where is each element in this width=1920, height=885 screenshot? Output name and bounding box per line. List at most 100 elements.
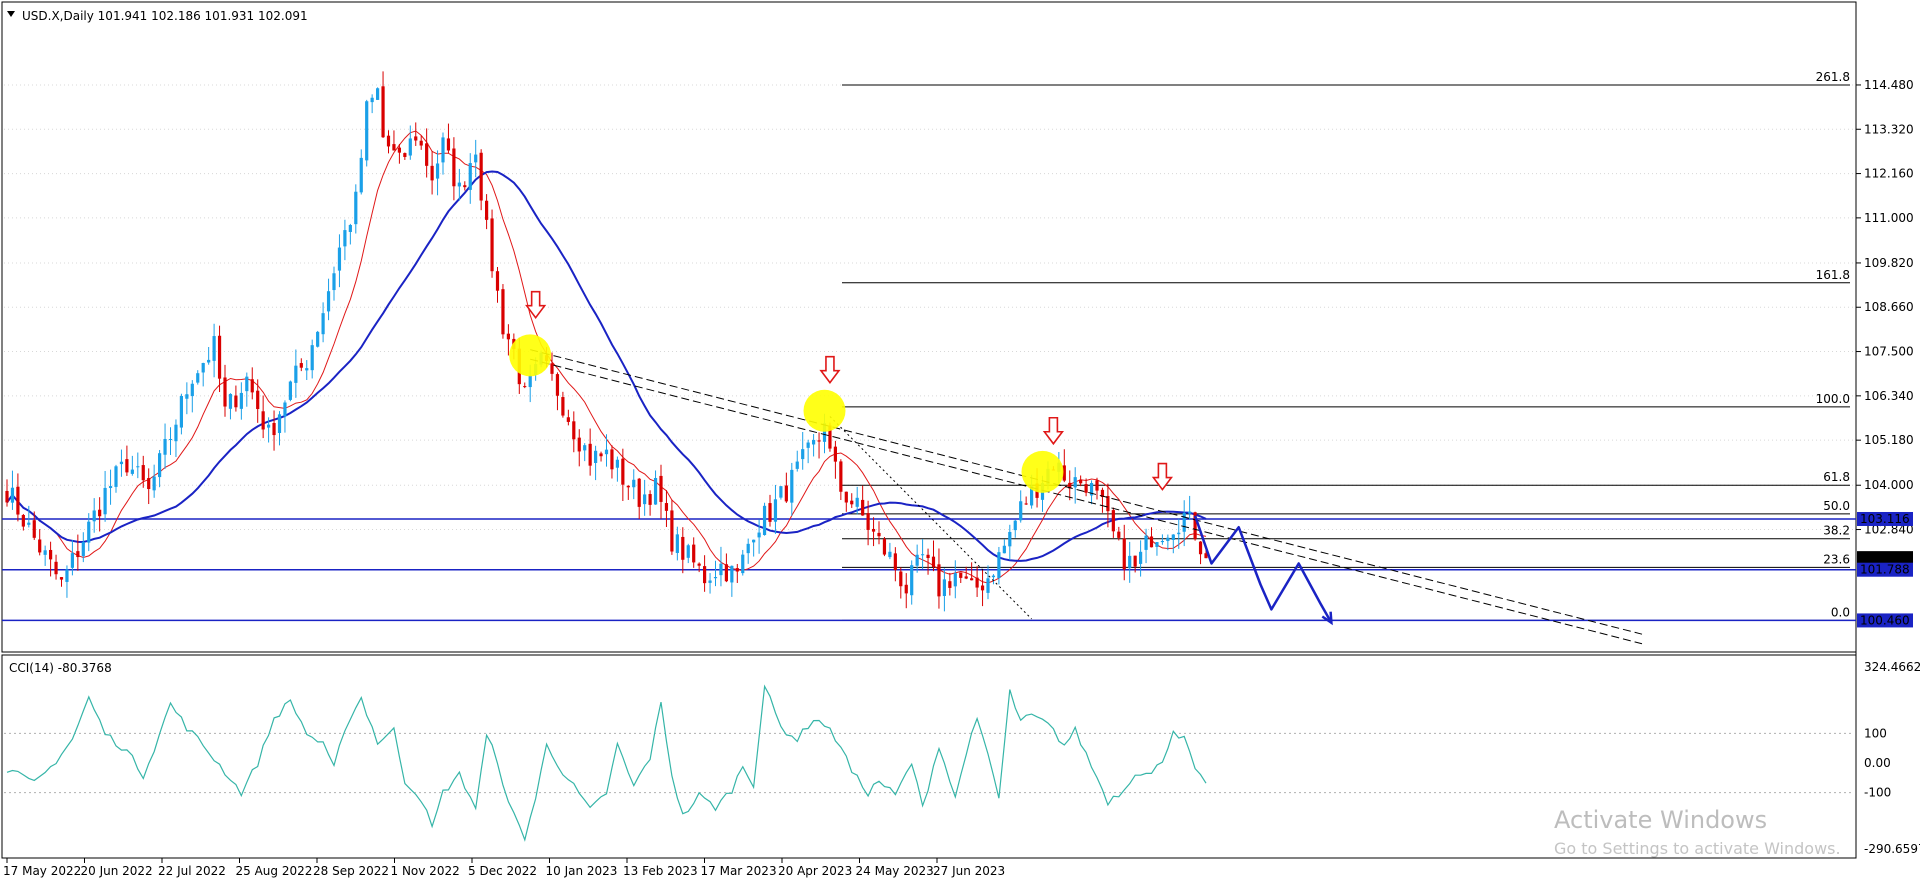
candle-body[interactable]: [239, 392, 243, 409]
candle-body[interactable]: [550, 363, 554, 374]
candle-body[interactable]: [610, 449, 614, 470]
candle-body[interactable]: [457, 182, 461, 187]
candle-body[interactable]: [953, 573, 957, 587]
candle-body[interactable]: [103, 487, 107, 515]
candle-body[interactable]: [583, 445, 587, 451]
candle-body[interactable]: [506, 333, 510, 340]
candle-body[interactable]: [833, 446, 837, 462]
candle-body[interactable]: [752, 539, 756, 543]
candle-body[interactable]: [49, 549, 53, 560]
candle-body[interactable]: [1084, 484, 1088, 493]
candle-body[interactable]: [207, 359, 211, 363]
candle-body[interactable]: [1177, 532, 1181, 535]
candle-body[interactable]: [305, 368, 309, 371]
candle-body[interactable]: [1013, 520, 1017, 531]
candle-body[interactable]: [479, 152, 483, 201]
candle-body[interactable]: [1149, 536, 1154, 548]
candle-body[interactable]: [348, 225, 352, 232]
candle-body[interactable]: [991, 575, 996, 578]
candle-body[interactable]: [190, 383, 194, 397]
candle-body[interactable]: [65, 569, 69, 582]
candle-body[interactable]: [288, 381, 292, 400]
candle-body[interactable]: [871, 528, 876, 532]
candle-body[interactable]: [964, 576, 968, 579]
candle-body[interactable]: [937, 564, 941, 597]
candle-body[interactable]: [386, 135, 391, 147]
candle-body[interactable]: [801, 449, 805, 460]
candle-body[interactable]: [604, 449, 609, 455]
candle-body[interactable]: [446, 138, 451, 151]
candle-body[interactable]: [43, 550, 47, 555]
candle-body[interactable]: [1139, 551, 1143, 564]
candle-body[interactable]: [768, 503, 772, 522]
candle-body[interactable]: [174, 424, 178, 442]
candle-body[interactable]: [152, 476, 156, 491]
candle-body[interactable]: [795, 461, 799, 469]
candle-body[interactable]: [1155, 542, 1159, 547]
candle-body[interactable]: [741, 554, 745, 574]
candle-body[interactable]: [621, 458, 625, 485]
candle-body[interactable]: [277, 414, 282, 434]
candle-body[interactable]: [92, 510, 96, 522]
candle-body[interactable]: [980, 585, 985, 591]
candle-body[interactable]: [114, 466, 118, 487]
candle-body[interactable]: [98, 509, 102, 517]
candle-body[interactable]: [1182, 512, 1186, 532]
candle-body[interactable]: [566, 417, 570, 422]
candle-body[interactable]: [555, 374, 560, 396]
candle-body[interactable]: [326, 291, 331, 312]
candle-body[interactable]: [267, 424, 271, 428]
candle-body[interactable]: [997, 552, 1001, 579]
candle-body[interactable]: [523, 386, 527, 388]
candle-body[interactable]: [228, 393, 233, 409]
candle-body[interactable]: [866, 513, 870, 530]
candle-body[interactable]: [474, 154, 478, 163]
candle-body[interactable]: [414, 136, 418, 141]
candle-body[interactable]: [719, 563, 723, 576]
cci-line[interactable]: [6, 684, 1207, 842]
candle-body[interactable]: [839, 461, 843, 492]
candle-body[interactable]: [1117, 531, 1121, 538]
candle-body[interactable]: [861, 499, 865, 516]
candle-body[interactable]: [419, 140, 423, 146]
candle-body[interactable]: [1019, 501, 1023, 521]
collapse-arrow-icon[interactable]: [7, 11, 15, 17]
candle-body[interactable]: [1198, 541, 1203, 555]
candle-body[interactable]: [577, 437, 581, 452]
candle-body[interactable]: [452, 148, 456, 187]
candle-body[interactable]: [119, 461, 124, 465]
candle-body[interactable]: [337, 247, 342, 271]
candle-body[interactable]: [670, 510, 674, 552]
candle-body[interactable]: [1062, 465, 1066, 481]
candle-body[interactable]: [408, 138, 412, 156]
candle-body[interactable]: [844, 491, 848, 503]
candle-body[interactable]: [1079, 479, 1083, 484]
candle-body[interactable]: [87, 521, 91, 543]
candle-body[interactable]: [790, 469, 794, 503]
candle-body[interactable]: [294, 365, 298, 383]
candle-body[interactable]: [130, 469, 134, 474]
candle-body[interactable]: [572, 421, 576, 440]
candle-body[interactable]: [762, 505, 767, 536]
candle-body[interactable]: [359, 157, 363, 193]
candle-body[interactable]: [893, 553, 897, 571]
candle-body[interactable]: [746, 543, 750, 554]
candle-body[interactable]: [32, 520, 36, 538]
candle-body[interactable]: [817, 440, 821, 442]
candle-body[interactable]: [38, 539, 42, 553]
candle-body[interactable]: [10, 487, 15, 503]
candle-body[interactable]: [877, 532, 881, 537]
candle-body[interactable]: [730, 565, 734, 583]
candle-body[interactable]: [648, 494, 652, 505]
candle-body[interactable]: [495, 271, 500, 291]
candle-body[interactable]: [970, 578, 974, 581]
candle-body[interactable]: [332, 273, 336, 291]
candle-body[interactable]: [54, 561, 58, 575]
candle-body[interactable]: [16, 486, 20, 515]
candle-body[interactable]: [392, 144, 396, 151]
candle-body[interactable]: [354, 191, 358, 225]
candle-body[interactable]: [708, 580, 712, 583]
candle-body[interactable]: [1188, 511, 1192, 514]
candle-body[interactable]: [942, 579, 946, 596]
